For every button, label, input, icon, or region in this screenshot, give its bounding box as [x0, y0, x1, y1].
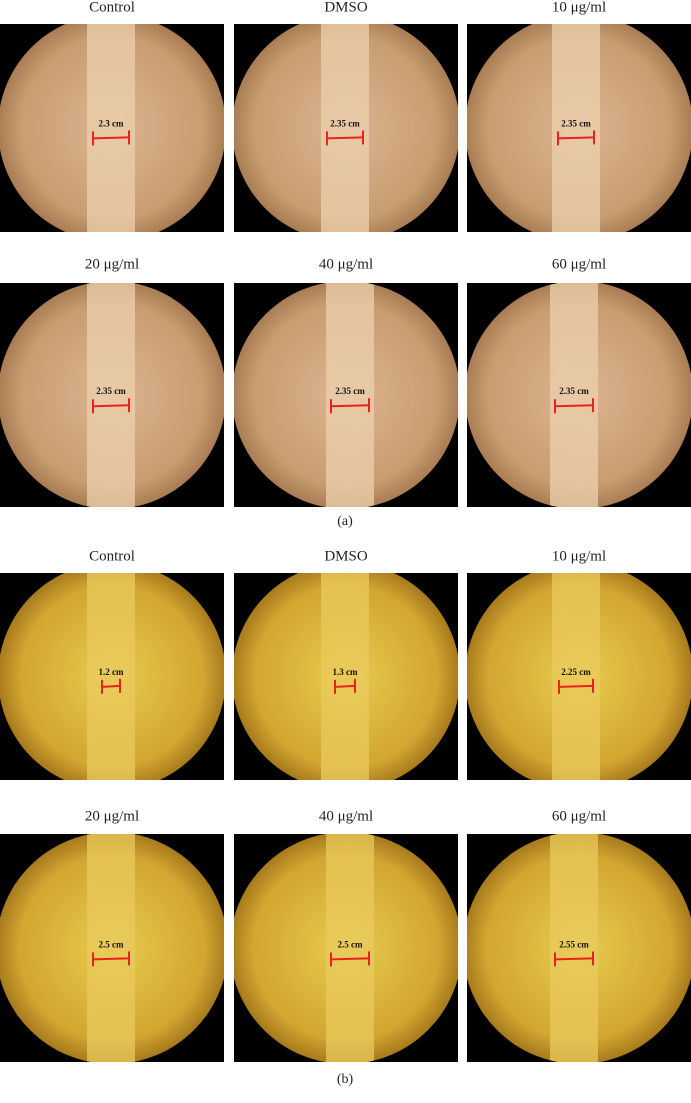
micrograph: 2.35 cm: [234, 283, 458, 507]
micrograph: 1.2 cm: [0, 573, 224, 780]
measure-line: [554, 957, 594, 961]
micrograph: 2.35 cm: [467, 24, 691, 232]
measurement-label: 2.25 cm: [561, 667, 591, 677]
micrograph: 1.3 cm: [234, 573, 458, 780]
panel-label: (b): [337, 1072, 354, 1087]
measure-line: [330, 404, 370, 408]
scratch-band: [326, 283, 374, 507]
measure-line: [334, 684, 356, 688]
measure-line: [557, 136, 595, 140]
micrograph: 2.35 cm: [234, 24, 458, 232]
measurement-label: 2.5 cm: [338, 939, 363, 949]
image-title: 20 μg/ml: [85, 256, 139, 272]
image-title: 20 μg/ml: [85, 808, 139, 824]
image-title: 10 μg/ml: [552, 548, 606, 564]
measurement-label: 2.35 cm: [561, 118, 591, 128]
scratch-band: [550, 283, 598, 507]
image-title: 40 μg/ml: [319, 256, 373, 272]
scratch-band: [550, 834, 598, 1062]
measure-line: [92, 136, 130, 140]
image-title: 60 μg/ml: [552, 808, 606, 824]
panel-label: (a): [337, 514, 353, 529]
measure-line: [101, 684, 121, 688]
image-title: 60 μg/ml: [552, 256, 606, 272]
scratch-band: [87, 834, 135, 1062]
micrograph: 2.35 cm: [0, 283, 224, 507]
measurement-label: 1.2 cm: [99, 667, 124, 677]
micrograph: 2.5 cm: [0, 834, 224, 1062]
image-title: Control: [89, 548, 135, 564]
scratch-band: [87, 283, 135, 507]
scratch-band: [87, 573, 135, 780]
measurement-label: 2.35 cm: [96, 386, 126, 396]
measurement-label: 1.3 cm: [333, 667, 358, 677]
image-title: Control: [89, 0, 135, 15]
image-title: DMSO: [324, 548, 368, 564]
micrograph: 2.35 cm: [467, 283, 691, 507]
scratch-band: [321, 573, 369, 780]
micrograph: 2.5 cm: [234, 834, 458, 1062]
measurement-label: 2.35 cm: [330, 118, 360, 128]
measurement-label: 2.55 cm: [559, 939, 589, 949]
measure-line: [92, 957, 130, 961]
scratch-band: [326, 834, 374, 1062]
measure-line: [330, 957, 370, 961]
scratch-band: [87, 24, 135, 232]
measurement-label: 2.35 cm: [559, 386, 589, 396]
image-title: 10 μg/ml: [552, 0, 606, 15]
measurement-label: 2.3 cm: [99, 118, 124, 128]
measurement-label: 2.35 cm: [335, 386, 365, 396]
measure-line: [92, 404, 130, 408]
scratch-band: [321, 24, 369, 232]
measure-line: [326, 136, 364, 140]
measurement-label: 2.5 cm: [99, 939, 124, 949]
micrograph: 2.3 cm: [0, 24, 224, 232]
image-title: 40 μg/ml: [319, 808, 373, 824]
scratch-band: [552, 24, 600, 232]
micrograph: 2.25 cm: [467, 573, 691, 780]
micrograph: 2.55 cm: [467, 834, 691, 1062]
image-title: DMSO: [324, 0, 368, 15]
scratch-band: [552, 573, 600, 780]
measure-line: [558, 684, 594, 688]
measure-line: [554, 404, 594, 408]
